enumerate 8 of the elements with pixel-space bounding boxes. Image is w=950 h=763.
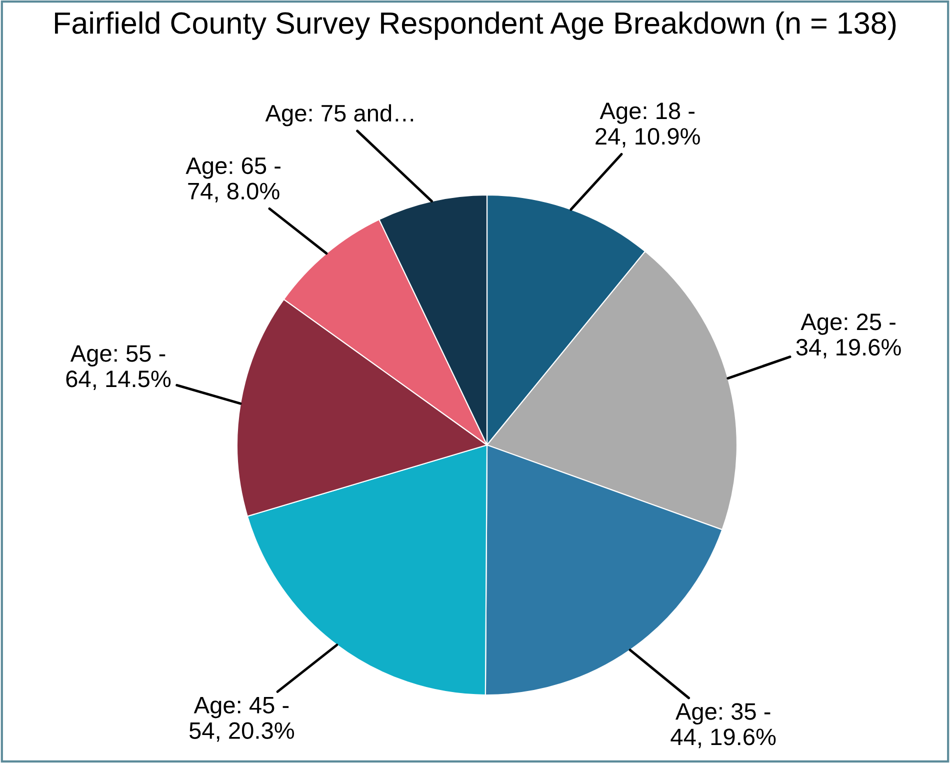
slice-label: Age: 65 - 74, 8.0% bbox=[186, 157, 280, 202]
chart-title: Fairfield County Survey Respondent Age Breakdown (n = 138) bbox=[55, 11, 896, 40]
slice-label: Age: 35 - 44, 19.6% bbox=[670, 703, 776, 748]
slice-label: Age: 75 and… bbox=[265, 104, 414, 126]
slice-label: Age: 25 - 34, 19.6% bbox=[796, 313, 901, 358]
slice-label: Age: 55 - 64, 14.5% bbox=[66, 345, 171, 390]
slice-label: Age: 18 - 24, 10.9% bbox=[596, 102, 700, 148]
slice-label: Age: 45 - 54, 20.3% bbox=[189, 697, 294, 742]
